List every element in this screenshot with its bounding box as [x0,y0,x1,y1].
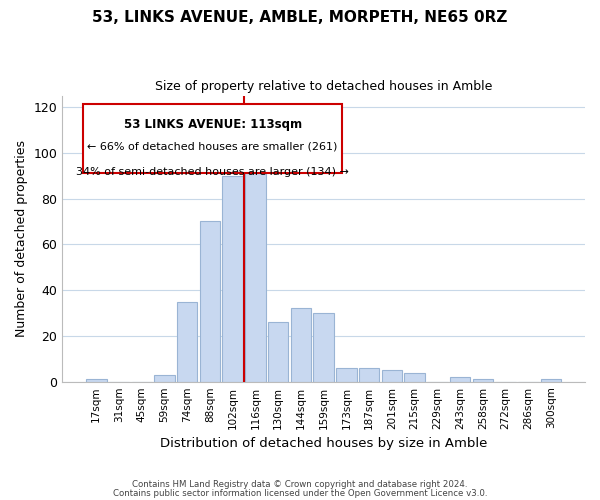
Text: 53, LINKS AVENUE, AMBLE, MORPETH, NE65 0RZ: 53, LINKS AVENUE, AMBLE, MORPETH, NE65 0… [92,10,508,25]
Bar [245,169,266,382]
Bar [473,380,493,382]
Bar [382,370,402,382]
Bar [404,372,425,382]
X-axis label: Distribution of detached houses by size in Amble: Distribution of detached houses by size … [160,437,487,450]
Bar [359,368,379,382]
Bar [290,308,311,382]
Text: 53 LINKS AVENUE: 113sqm: 53 LINKS AVENUE: 113sqm [124,118,302,132]
Title: Size of property relative to detached houses in Amble: Size of property relative to detached ho… [155,80,493,93]
Bar [154,375,175,382]
Text: ← 66% of detached houses are smaller (261): ← 66% of detached houses are smaller (26… [88,142,338,152]
Bar [268,322,289,382]
Bar [86,380,107,382]
FancyBboxPatch shape [83,104,342,173]
Bar [450,377,470,382]
Y-axis label: Number of detached properties: Number of detached properties [15,140,28,337]
Bar [541,380,561,382]
Bar [177,302,197,382]
Bar [200,222,220,382]
Bar [336,368,356,382]
Text: Contains HM Land Registry data © Crown copyright and database right 2024.: Contains HM Land Registry data © Crown c… [132,480,468,489]
Bar [313,313,334,382]
Text: 34% of semi-detached houses are larger (134) →: 34% of semi-detached houses are larger (… [76,167,349,177]
Text: Contains public sector information licensed under the Open Government Licence v3: Contains public sector information licen… [113,489,487,498]
Bar [223,176,243,382]
